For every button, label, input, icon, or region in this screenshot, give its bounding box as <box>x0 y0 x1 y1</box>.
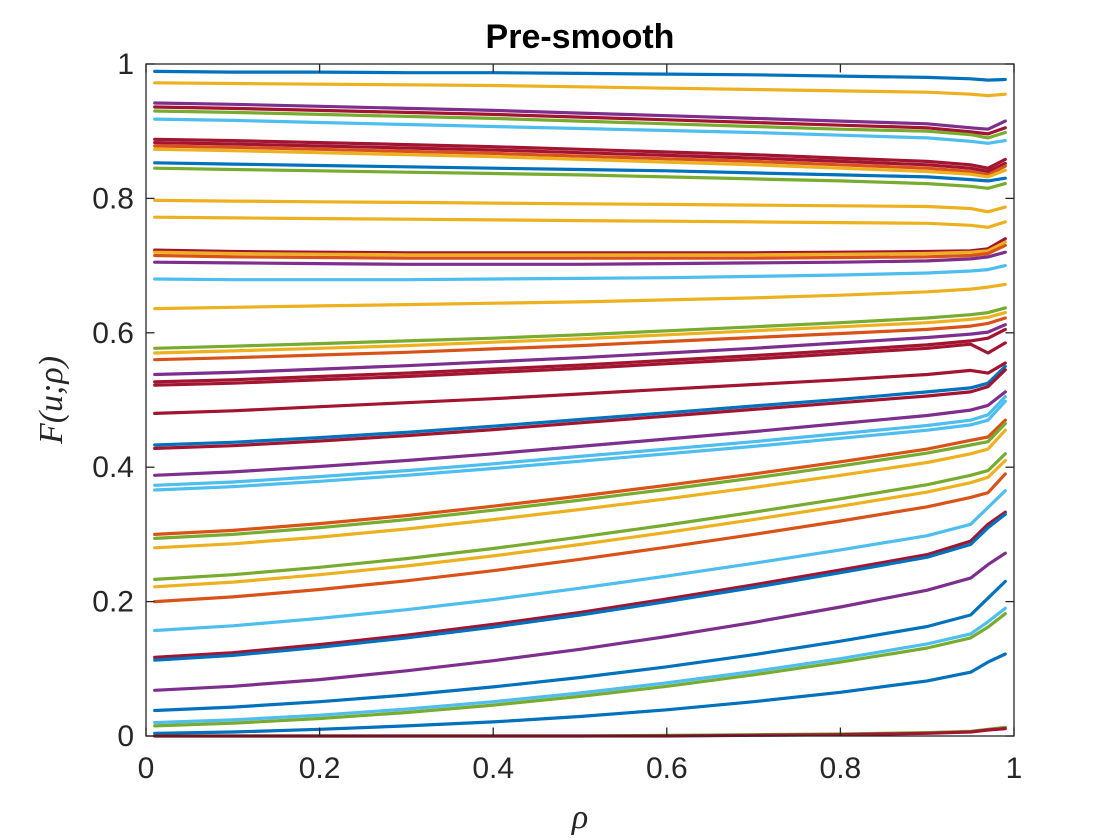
series-line-22 <box>153 311 1007 355</box>
series-line-10 <box>153 147 1007 179</box>
series-line-23 <box>153 316 1007 362</box>
y-axis-label: F(u;ρ) <box>33 356 70 445</box>
series-line-2 <box>153 81 1007 98</box>
tick-layer: 0 0.2 0.4 0.6 0.8 1 0 0.2 0.4 0.6 0.8 1 <box>92 48 1022 785</box>
series-line-30 <box>153 390 1007 477</box>
series-line-41 <box>153 512 1007 662</box>
series-line-18 <box>153 250 1007 266</box>
y-tick-label: 0 <box>117 720 134 753</box>
series-line-16 <box>153 240 1007 257</box>
x-tick-label: 0.8 <box>820 752 862 785</box>
y-tick-label: 1 <box>117 48 134 81</box>
series-line-20 <box>153 282 1007 311</box>
series-line-7 <box>153 137 1007 170</box>
chart-title: Pre-smooth <box>486 18 675 56</box>
series-line-4 <box>153 105 1007 136</box>
series-line-35 <box>153 428 1007 550</box>
series-line-42 <box>153 551 1007 692</box>
series-line-34 <box>153 421 1007 541</box>
x-tick-label: 0 <box>138 752 155 785</box>
series-line-25 <box>153 327 1007 384</box>
series-line-40 <box>153 510 1007 660</box>
series-line-19 <box>153 264 1007 282</box>
series-line-3 <box>153 101 1007 131</box>
y-tick-label: 0.4 <box>92 451 134 484</box>
series-line-28 <box>153 364 1007 447</box>
series-line-36 <box>153 452 1007 582</box>
series-line-12 <box>153 166 1007 190</box>
series-line-29 <box>153 368 1007 450</box>
series-line-6 <box>153 117 1007 145</box>
series-line-8 <box>153 141 1007 174</box>
series-line-27 <box>153 361 1007 415</box>
series-line-13 <box>153 198 1007 214</box>
x-tick-label: 1 <box>1006 752 1023 785</box>
series-line-26 <box>153 341 1007 387</box>
series-line-14 <box>153 215 1007 229</box>
y-tick-label: 0.8 <box>92 182 134 215</box>
x-tick-label: 0.2 <box>299 752 341 785</box>
series-line-39 <box>153 489 1007 633</box>
x-tick-label: 0.6 <box>646 752 688 785</box>
series-line-37 <box>153 458 1007 589</box>
series-line-38 <box>153 472 1007 604</box>
series-line-32 <box>153 399 1007 492</box>
y-tick-label: 0.6 <box>92 317 134 350</box>
y-tick-label: 0.2 <box>92 586 134 619</box>
series-layer <box>153 69 1007 738</box>
series-line-11 <box>153 161 1007 183</box>
series-line-17 <box>153 243 1007 260</box>
series-line-21 <box>153 306 1007 350</box>
series-line-31 <box>153 395 1007 487</box>
series-line-33 <box>153 418 1007 537</box>
series-line-9 <box>153 144 1007 177</box>
series-line-44 <box>153 606 1007 725</box>
x-tick-label: 0.4 <box>472 752 514 785</box>
series-line-45 <box>153 612 1007 728</box>
series-line-43 <box>153 579 1007 713</box>
x-axis-label: ρ <box>571 799 588 836</box>
series-line-5 <box>153 109 1007 140</box>
series-line-24 <box>153 323 1007 377</box>
axes-box <box>145 63 1015 737</box>
